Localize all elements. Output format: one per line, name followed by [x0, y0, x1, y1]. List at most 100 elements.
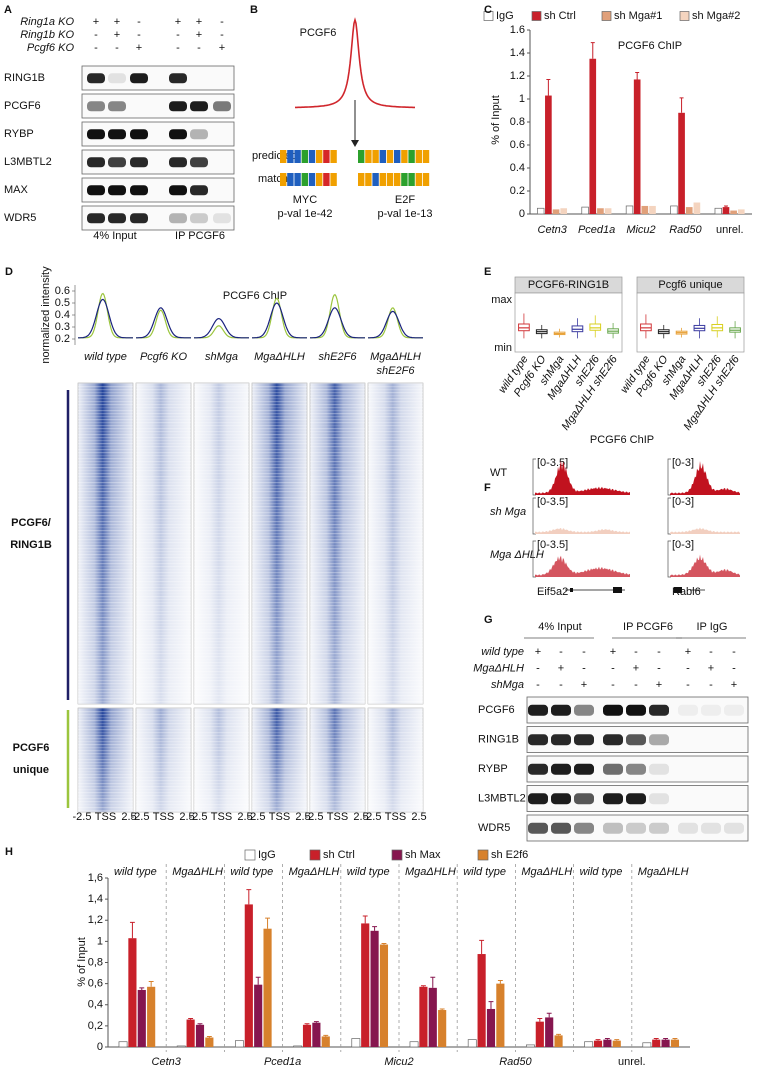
- bar: [147, 986, 156, 1047]
- lane-group: 4% Input: [538, 621, 581, 633]
- logo-letter: [386, 173, 394, 186]
- blot-band: [551, 763, 571, 775]
- lane-group: IP IgG: [697, 621, 728, 633]
- coverage-track: [670, 554, 740, 577]
- row-label: sh Mga: [490, 506, 526, 518]
- track-bracket: [667, 458, 671, 496]
- legend-label: sh E2f6: [491, 849, 528, 861]
- y-tick-label: 0.5: [55, 297, 70, 309]
- y-tick-label: 0.6: [55, 285, 70, 297]
- blot-band: [528, 734, 548, 746]
- coverage-track: [670, 527, 740, 534]
- heatmap-fade: [78, 383, 133, 704]
- range-label: [0-3]: [672, 496, 694, 508]
- blot-band: [574, 822, 594, 834]
- panel-letter: F: [484, 482, 491, 494]
- row-label: MgaΔHLH: [473, 662, 524, 674]
- row-label: shMga: [491, 679, 524, 691]
- sign: -: [709, 646, 713, 658]
- plot-frame: [514, 292, 623, 353]
- coverage-track: [670, 461, 740, 495]
- x-tick-label: Micu2: [626, 224, 655, 236]
- logo-letter: [294, 173, 301, 186]
- bar: [589, 58, 597, 214]
- bar: [545, 95, 552, 214]
- logo-letter: [422, 173, 430, 186]
- exon: [570, 588, 573, 592]
- blot-band: [108, 213, 126, 224]
- sign: -: [634, 646, 638, 658]
- heatmap-fade: [310, 708, 365, 812]
- blot-band: [603, 763, 623, 775]
- y-tick-label: 0.6: [510, 139, 525, 151]
- sign: -: [536, 662, 540, 674]
- logo-letter: [358, 173, 365, 186]
- error-bar: [723, 205, 728, 208]
- heatmap-fade: [252, 383, 307, 704]
- blot-band: [87, 73, 105, 84]
- error-bar: [488, 1001, 494, 1009]
- error-bar: [653, 1038, 659, 1040]
- blot-band: [649, 793, 669, 805]
- blot-band: [626, 793, 646, 805]
- lane-group: 4% Input: [93, 230, 136, 242]
- blot-band: [130, 73, 148, 84]
- blot-frame: [81, 121, 235, 147]
- sign: +: [685, 646, 691, 658]
- sign: -: [94, 29, 98, 41]
- bar: [254, 984, 263, 1047]
- blot-label: L3MBTL2: [4, 156, 52, 168]
- coverage-track: [535, 555, 630, 577]
- legend-swatch: [601, 11, 612, 21]
- blot-band: [724, 704, 744, 716]
- blot-band: [169, 129, 187, 140]
- y-axis-label: normalized intensity: [40, 266, 52, 364]
- arrow-head: [351, 140, 359, 147]
- panel-letter: A: [4, 4, 12, 16]
- sign: -: [634, 679, 638, 691]
- sign: -: [657, 662, 661, 674]
- legend-label: sh Mga#2: [692, 10, 740, 22]
- condition-label: MgaΔHLH: [638, 866, 689, 878]
- sample-label: shMga: [205, 351, 238, 363]
- x-tick-label: 2.5: [295, 811, 310, 823]
- blot-label: PCGF6: [4, 100, 41, 112]
- logo-letter: [365, 150, 372, 163]
- coverage-track: [535, 528, 630, 534]
- range-label: [0-3.5]: [537, 496, 568, 508]
- bar: [612, 1040, 621, 1047]
- bar: [545, 1017, 554, 1047]
- heatmap-fade: [136, 383, 191, 704]
- blot-band: [130, 129, 148, 140]
- profile-line: [136, 309, 191, 339]
- y-tick-label: 0.2: [510, 185, 525, 197]
- logo-letter: [323, 150, 330, 163]
- blot-label: PCGF6: [478, 704, 515, 716]
- bar: [625, 205, 634, 215]
- blot-band: [678, 822, 698, 834]
- bar: [537, 207, 545, 215]
- bar: [351, 1038, 361, 1048]
- blot-band: [649, 763, 669, 775]
- row-label: Pcgf6 KO: [27, 42, 75, 54]
- sign: -: [582, 646, 586, 658]
- bar: [137, 989, 146, 1047]
- error-bar: [323, 1034, 329, 1037]
- x-tick-label: 2.5: [237, 811, 252, 823]
- blot-band: [678, 704, 698, 716]
- blot-band: [169, 101, 187, 112]
- blot-band: [574, 734, 594, 746]
- bar: [195, 1024, 205, 1047]
- sign: -: [732, 662, 736, 674]
- logo-letter: [301, 150, 308, 163]
- sign: -: [611, 679, 615, 691]
- blot-band: [87, 213, 105, 224]
- profile-line: [310, 307, 365, 339]
- sample-label: shE2F6: [319, 351, 358, 363]
- bar: [604, 208, 612, 214]
- chart-title: PCGF6-RING1B: [528, 279, 609, 291]
- panel-letter: C: [484, 4, 492, 16]
- blot-band: [130, 157, 148, 168]
- sign: +: [114, 16, 120, 28]
- blot-band: [169, 73, 187, 84]
